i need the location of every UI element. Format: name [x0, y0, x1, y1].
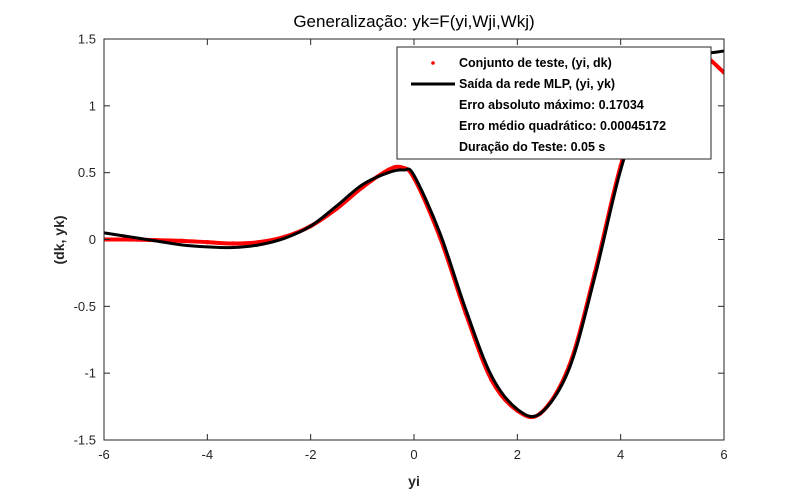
x-axis-label: yi — [408, 473, 420, 489]
legend-marker-test-set — [431, 61, 435, 65]
legend-entry-max-abs-error: Erro absoluto máximo: 0.17034 — [459, 98, 644, 112]
y-tick-label: 0 — [89, 232, 96, 247]
x-tick-label: 4 — [617, 447, 624, 462]
x-tick-label: -4 — [202, 447, 214, 462]
series-group — [104, 49, 724, 420]
legend-box — [396, 46, 712, 160]
legend-entry-mse: Erro médio quadrático: 0.00045172 — [459, 119, 666, 133]
y-axis-label: (dk, yk) — [51, 215, 67, 264]
data-point-test-set — [179, 238, 184, 244]
y-tick-label: 0.5 — [78, 165, 96, 180]
x-tick-label: -6 — [98, 447, 110, 462]
y-tick-label: 1 — [89, 98, 96, 113]
y-axis: -1.5 -1 -0.5 0 0.5 1 1.5 — [74, 32, 724, 448]
legend-entry-test-set: Conjunto de teste, (yi, dk) — [459, 56, 612, 70]
y-tick-label: -1.5 — [74, 433, 96, 448]
legend: Conjunto de teste, (yi, dk) Saída da red… — [396, 46, 712, 160]
chart-title: Generalização: yk=F(yi,Wji,Wkj) — [293, 12, 534, 31]
y-tick-label: -0.5 — [74, 299, 96, 314]
x-tick-label: -2 — [305, 447, 317, 462]
legend-entry-mlp-output: Saída da rede MLP, (yi, yk) — [459, 77, 615, 91]
data-point-test-set — [230, 241, 236, 246]
x-tick-label: 0 — [410, 447, 417, 462]
y-tick-label: 1.5 — [78, 32, 96, 47]
x-tick-label: 6 — [720, 447, 727, 462]
data-point-test-set — [721, 70, 724, 75]
data-point-test-set — [205, 239, 210, 245]
x-tick-label: 2 — [514, 447, 521, 462]
y-tick-label: -1 — [84, 366, 96, 381]
legend-entry-duration: Duração do Teste: 0.05 s — [459, 140, 605, 154]
x-axis: -6 -4 -2 0 2 4 6 — [98, 39, 728, 462]
series-mlp-output-line — [104, 49, 724, 419]
